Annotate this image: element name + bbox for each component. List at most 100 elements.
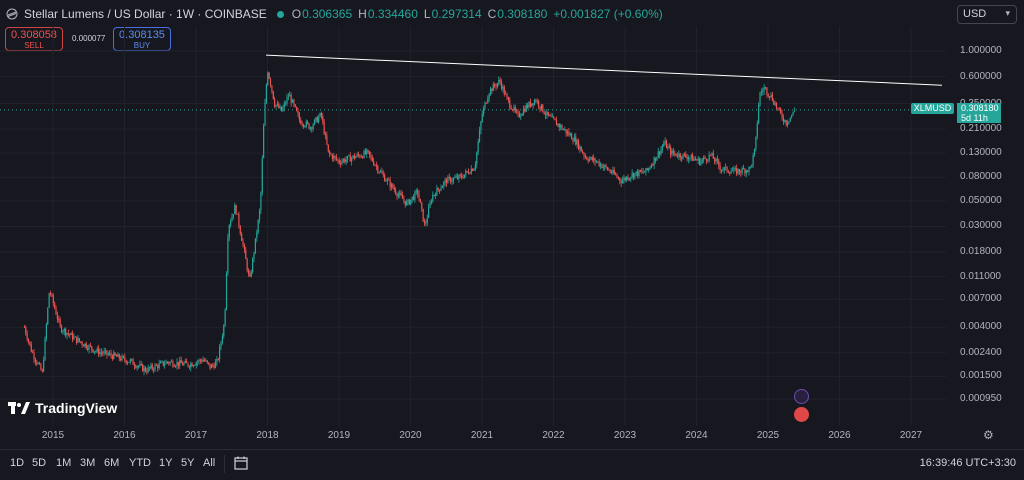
clock[interactable]: 16:39:46 UTC+3:30 (919, 457, 1016, 469)
candle-body (723, 167, 725, 170)
candle-body (485, 102, 487, 104)
candle-body (386, 179, 388, 182)
candle-body (432, 194, 434, 201)
candle-body (428, 207, 430, 218)
candle-body (524, 108, 526, 112)
candle-body (621, 180, 624, 184)
range-button-1m[interactable]: 1M (56, 457, 72, 469)
candle-body (47, 307, 49, 325)
candle-body (278, 104, 280, 108)
candle-body (678, 153, 680, 157)
candle-body (727, 171, 729, 173)
candle-body (337, 159, 339, 161)
candle-body (683, 153, 685, 155)
candle-body (82, 344, 85, 347)
candle-body (54, 303, 56, 309)
calendar-icon[interactable] (233, 455, 249, 471)
range-button-1y[interactable]: 1Y (159, 457, 173, 469)
candle-body (296, 106, 298, 111)
candle-body (616, 175, 618, 178)
candle-body (304, 126, 306, 128)
candle-body (599, 164, 602, 166)
candle-body (568, 131, 570, 136)
candle-body (692, 154, 694, 161)
candle-body (330, 153, 332, 155)
candle-body (527, 105, 529, 108)
candle-body (98, 348, 100, 355)
candle-body (311, 127, 313, 129)
candle-body (426, 217, 428, 223)
range-button-6m[interactable]: 6M (104, 457, 120, 469)
candle-body (309, 127, 311, 129)
candle-body (275, 104, 277, 107)
candle-body (114, 352, 116, 356)
event-flag-icon[interactable] (794, 407, 809, 422)
range-button-3m[interactable]: 3M (80, 457, 96, 469)
range-button-ytd[interactable]: YTD (129, 457, 151, 469)
range-button-5y[interactable]: 5Y (181, 457, 195, 469)
candle-body (301, 123, 303, 125)
symbol-title[interactable]: Stellar Lumens / US Dollar · 1W · COINBA… (24, 7, 267, 21)
buy-button[interactable]: 0.308135 BUY (113, 27, 171, 51)
candle-body (793, 111, 795, 112)
time-axis[interactable]: 2015 2016 2017 2018 2019 2020 2021 2022 2023 2024… (0, 426, 1024, 446)
candle-body (571, 134, 573, 140)
candle-body (461, 175, 463, 178)
price-chart[interactable] (0, 26, 946, 426)
price-tick-label: 0.600000 (960, 70, 1002, 82)
candle-body (345, 159, 347, 163)
candle-body (32, 351, 34, 353)
candle-body (102, 352, 104, 354)
candle-body (115, 355, 118, 357)
candle-body (286, 97, 288, 104)
candle-body (404, 200, 406, 206)
candle-body (238, 213, 240, 227)
candle-body (139, 363, 141, 366)
candle-body (70, 333, 72, 335)
settings-gear-icon[interactable]: ⚙ (983, 428, 994, 442)
candle-body (462, 177, 464, 179)
candle-body (498, 80, 500, 84)
candle-body (393, 188, 395, 190)
candle-body (452, 178, 454, 181)
candle-body (675, 153, 677, 156)
candle-body (661, 146, 663, 150)
price-axis[interactable]: 1.0000000.6000000.3500000.2100000.130000… (946, 26, 1024, 426)
candle-body (234, 205, 236, 215)
candle-body (623, 177, 625, 181)
candle-body (481, 114, 483, 122)
tradingview-logo: TradingView (8, 400, 117, 416)
candle-body (543, 111, 545, 115)
candle-body (671, 150, 673, 155)
open-value: 0.306365 (302, 7, 353, 21)
candle-body (63, 328, 65, 332)
time-tick-label: 2020 (399, 430, 422, 441)
trendline[interactable] (266, 54, 943, 86)
sell-button[interactable]: 0.308058 SELL (5, 27, 63, 51)
candle-body (128, 362, 130, 364)
candle-body (587, 159, 589, 161)
candle-body (494, 84, 496, 86)
price-tick-label: 0.011000 (960, 270, 1001, 282)
candle-body (30, 344, 32, 352)
candle-body (478, 130, 481, 142)
candle-body (23, 327, 25, 329)
candle-body (109, 353, 111, 355)
candle-body (146, 371, 148, 373)
candle-body (400, 192, 402, 196)
time-tick-label: 2017 (184, 430, 208, 441)
candle-body (104, 350, 107, 352)
price-tick-label: 0.004000 (960, 321, 1002, 333)
candle-body (173, 366, 175, 368)
currency-selector[interactable]: USD ▾ (957, 5, 1017, 24)
range-button-5d[interactable]: 5D (32, 457, 47, 469)
candle-body (256, 232, 258, 239)
range-button-1d[interactable]: 1D (10, 457, 25, 469)
range-button-all[interactable]: All (203, 457, 216, 469)
candle-body (455, 176, 457, 178)
candle-body (606, 167, 608, 170)
candle-body (418, 193, 420, 199)
candle-body (225, 273, 228, 310)
candle-body (184, 361, 186, 363)
event-flash-icon[interactable] (794, 389, 809, 404)
